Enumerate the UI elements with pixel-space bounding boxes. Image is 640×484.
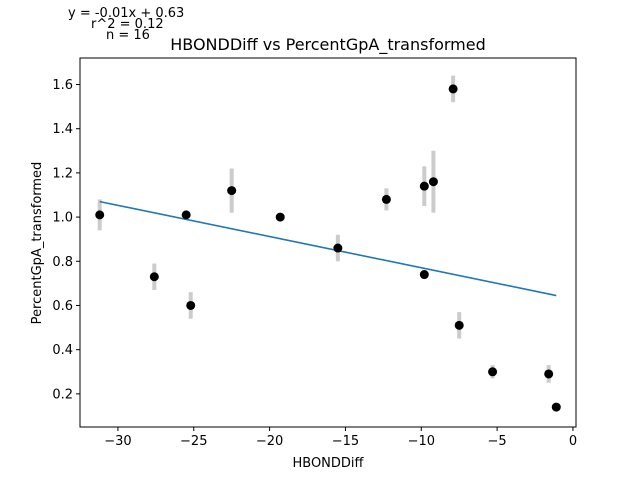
x-tick-label-5: −5 (488, 434, 507, 449)
y-tick-label-4: 1.0 (52, 211, 73, 226)
data-point-0 (95, 210, 105, 220)
data-point-9 (419, 270, 429, 280)
data-point-7 (381, 194, 391, 204)
y-axis-label: PercentGpA_transformed (30, 162, 45, 325)
y-tick-label-2: 0.6 (52, 299, 73, 314)
data-point-8 (419, 181, 429, 191)
y-tick-label-0: 0.2 (52, 387, 73, 402)
data-point-6 (333, 243, 343, 253)
data-point-4 (227, 186, 237, 196)
data-point-1 (149, 272, 159, 282)
x-axis: −30 −25 −20 −15 −10 −5 0 (104, 427, 577, 449)
annotation-r-squared: r^2 = 0.12 (91, 17, 164, 32)
chart-title: HBONDDiff vs PercentGpA_transformed (170, 35, 486, 55)
data-point-3 (186, 300, 196, 310)
data-point-11 (448, 84, 458, 94)
data-point-10 (428, 177, 438, 187)
y-tick-label-1: 0.4 (52, 343, 73, 358)
x-tick-label-6: 0 (569, 434, 577, 449)
y-axis: 0.2 0.4 0.6 0.8 1.0 1.2 1.4 1.6 (52, 78, 80, 402)
axes-frame (79, 57, 577, 428)
data-point-15 (551, 402, 561, 412)
x-tick-label-0: −30 (104, 434, 131, 449)
annotation-equation: y = -0.01x + 0.63 (68, 6, 184, 21)
data-point-5 (275, 212, 285, 222)
plot-area (95, 75, 561, 412)
fit-line (99, 200, 557, 297)
y-tick-label-5: 1.2 (52, 166, 73, 181)
annotation-n: n = 16 (106, 28, 150, 43)
y-tick-label-6: 1.4 (52, 122, 73, 137)
y-tick-label-3: 0.8 (52, 255, 73, 270)
data-point-2 (181, 210, 191, 220)
x-tick-label-1: −25 (180, 434, 207, 449)
x-tick-label-4: −10 (408, 434, 435, 449)
x-tick-label-3: −15 (332, 434, 359, 449)
data-point-14 (544, 369, 554, 379)
y-tick-label-7: 1.6 (52, 78, 73, 93)
annotations: y = -0.01x + 0.63 r^2 = 0.12 n = 16 (68, 6, 184, 43)
data-point-12 (454, 320, 464, 330)
x-axis-label: HBONDDiff (292, 456, 364, 471)
data-point-13 (488, 367, 498, 377)
x-tick-label-2: −20 (256, 434, 283, 449)
